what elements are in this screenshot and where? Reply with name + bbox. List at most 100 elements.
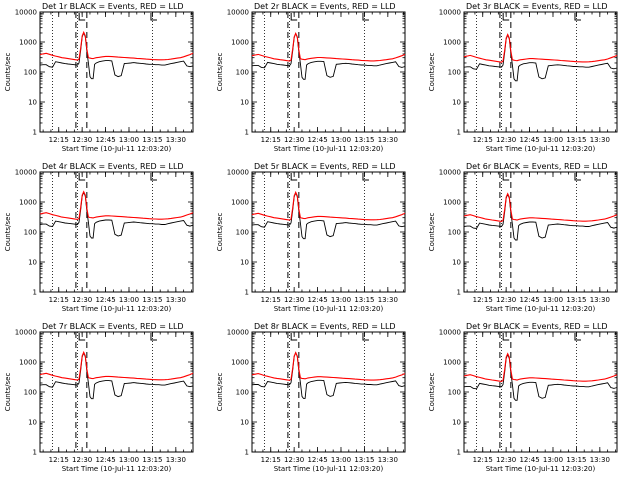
y-tick-label: 100: [448, 389, 461, 397]
end-marker: [574, 13, 581, 21]
x-tick-label: 12:45: [95, 456, 115, 464]
x-axis-label: Start Time (10-Jul-11 12:03:20): [486, 465, 596, 473]
panel-title: Det 6r BLACK = Events, RED = LLD: [466, 162, 608, 171]
panel-5: Det 5r BLACK = Events, RED = LLD 1 10 100 10…: [216, 162, 406, 313]
y-tick-label: 1000: [19, 359, 37, 367]
start-marker: [502, 333, 510, 341]
y-tick-label: 1000: [231, 359, 249, 367]
x-tick-label: 12:15: [473, 296, 493, 304]
end-marker: [150, 13, 157, 21]
x-tick-label: 12:30: [284, 296, 304, 304]
y-tick-label: 1000: [443, 199, 461, 207]
x-tick-label: 13:30: [166, 296, 186, 304]
plot-frame: [463, 331, 618, 453]
start-marker: [78, 333, 86, 341]
x-axis-label: Start Time (10-Jul-11 12:03:20): [62, 145, 172, 153]
x-axis-label: Start Time (10-Jul-11 12:03:20): [274, 145, 384, 153]
y-tick-label: 10: [240, 99, 249, 107]
y-axis-label: Counts/sec: [428, 53, 436, 92]
panel-6: Det 6r BLACK = Events, RED = LLD 1 10 100 10…: [428, 162, 618, 313]
y-tick-label: 10: [28, 259, 37, 267]
x-tick-label: 12:45: [307, 456, 327, 464]
y-axis-label: Counts/sec: [428, 213, 436, 252]
y-axis-label: Counts/sec: [216, 213, 224, 252]
y-tick-label: 100: [448, 229, 461, 237]
x-axis-label: Start Time (10-Jul-11 12:03:20): [274, 305, 384, 313]
panel-title: Det 3r BLACK = Events, RED = LLD: [466, 2, 608, 11]
y-tick-label: 100: [236, 389, 249, 397]
x-tick-label: 13:00: [119, 456, 139, 464]
y-tick-label: 100: [24, 229, 37, 237]
y-axis-label: Counts/sec: [216, 53, 224, 92]
panel-7: Det 7r BLACK = Events, RED = LLD 1 10 100 10…: [4, 322, 194, 473]
y-axis-label: Counts/sec: [428, 373, 436, 412]
x-axis-label: Start Time (10-Jul-11 12:03:20): [62, 305, 172, 313]
plot-frame: [251, 11, 406, 133]
series-lld-line: [463, 33, 618, 63]
y-tick-label: 1: [457, 129, 461, 137]
end-marker: [574, 333, 581, 341]
end-marker: [362, 173, 369, 181]
plot-frame: [251, 331, 406, 453]
x-tick-label: 12:30: [284, 456, 304, 464]
y-tick-label: 10: [452, 99, 461, 107]
x-tick-label: 12:30: [496, 136, 516, 144]
y-tick-label: 1000: [231, 199, 249, 207]
panel-1: Det 1r BLACK = Events, RED = LLD 1 10 100 10…: [4, 2, 194, 153]
y-tick-label: 10000: [439, 169, 461, 177]
x-tick-label: 12:45: [95, 136, 115, 144]
series-events-line: [463, 353, 618, 401]
x-tick-label: 12:30: [284, 136, 304, 144]
series-events-line: [251, 191, 406, 240]
plot-frame: [39, 171, 194, 293]
y-tick-label: 10000: [227, 9, 249, 17]
end-marker: [362, 13, 369, 21]
x-tick-label: 13:15: [566, 456, 586, 464]
x-tick-label: 13:00: [543, 456, 563, 464]
y-tick-label: 10000: [15, 329, 37, 337]
y-axis-label: Counts/sec: [216, 373, 224, 412]
x-tick-label: 12:15: [261, 296, 281, 304]
y-tick-label: 1: [33, 449, 37, 457]
plot-frame: [39, 11, 194, 133]
series-lld-line: [39, 30, 194, 61]
y-tick-label: 10000: [15, 9, 37, 17]
x-tick-label: 12:15: [473, 136, 493, 144]
x-tick-label: 13:15: [566, 296, 586, 304]
series-events-line: [463, 33, 618, 82]
x-tick-label: 12:45: [307, 136, 327, 144]
x-tick-label: 13:00: [331, 456, 351, 464]
y-tick-label: 100: [24, 69, 37, 77]
y-tick-label: 1000: [19, 39, 37, 47]
y-tick-label: 10: [240, 259, 249, 267]
x-tick-label: 13:30: [378, 296, 398, 304]
x-axis-label: Start Time (10-Jul-11 12:03:20): [62, 465, 172, 473]
series-events-line: [39, 351, 194, 400]
y-tick-label: 1000: [19, 199, 37, 207]
x-tick-label: 13:30: [378, 136, 398, 144]
x-tick-label: 12:45: [307, 296, 327, 304]
start-marker: [78, 173, 86, 181]
series-lld-line: [39, 350, 194, 381]
y-tick-label: 10000: [15, 169, 37, 177]
plot-frame: [463, 11, 618, 133]
panel-title: Det 1r BLACK = Events, RED = LLD: [42, 2, 184, 11]
start-marker: [290, 13, 298, 21]
panel-title: Det 8r BLACK = Events, RED = LLD: [254, 322, 396, 331]
x-tick-label: 13:30: [590, 456, 610, 464]
y-tick-label: 10: [240, 419, 249, 427]
x-tick-label: 12:15: [49, 456, 69, 464]
x-tick-label: 13:15: [354, 136, 374, 144]
start-marker: [290, 333, 298, 341]
series-events-line: [251, 32, 406, 80]
y-tick-label: 100: [236, 229, 249, 237]
x-tick-label: 12:45: [519, 456, 539, 464]
x-axis-label: Start Time (10-Jul-11 12:03:20): [486, 305, 596, 313]
y-tick-label: 1: [245, 289, 249, 297]
y-tick-label: 10: [452, 419, 461, 427]
panel-title: Det 7r BLACK = Events, RED = LLD: [42, 322, 184, 331]
y-tick-label: 10: [28, 99, 37, 107]
x-tick-label: 12:30: [496, 296, 516, 304]
x-tick-label: 12:45: [519, 296, 539, 304]
